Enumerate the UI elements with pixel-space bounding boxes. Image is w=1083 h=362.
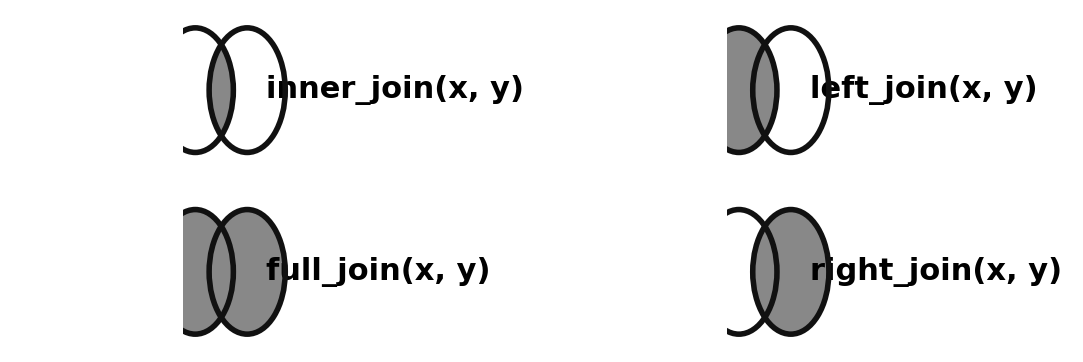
Text: right_join(x, y): right_join(x, y)	[810, 257, 1062, 287]
Text: inner_join(x, y): inner_join(x, y)	[266, 75, 524, 105]
Text: left_join(x, y): left_join(x, y)	[810, 75, 1038, 105]
Ellipse shape	[753, 210, 828, 334]
Ellipse shape	[157, 28, 233, 152]
Ellipse shape	[701, 210, 777, 334]
Ellipse shape	[701, 28, 777, 152]
Ellipse shape	[209, 210, 285, 334]
Ellipse shape	[753, 28, 828, 152]
Ellipse shape	[157, 210, 233, 334]
Text: full_join(x, y): full_join(x, y)	[266, 257, 491, 287]
Ellipse shape	[701, 28, 777, 152]
Ellipse shape	[753, 210, 828, 334]
